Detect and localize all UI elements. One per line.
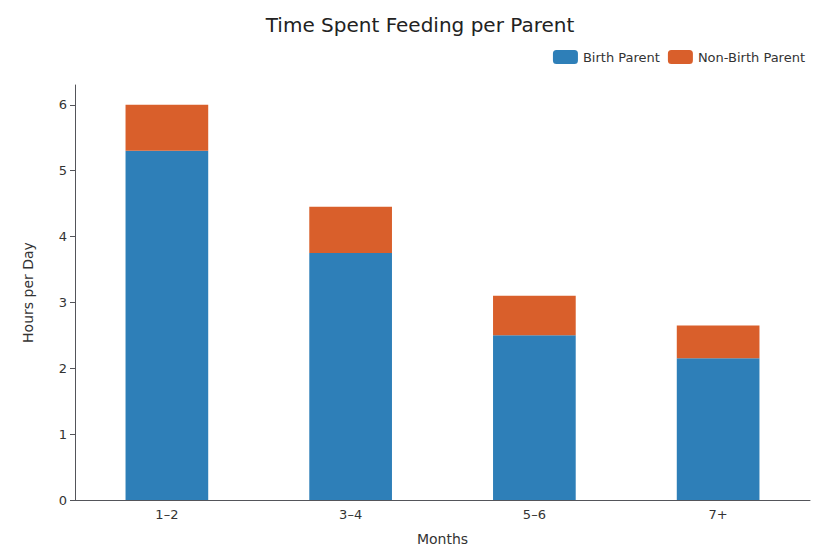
svg-text:6: 6	[59, 97, 67, 112]
svg-text:Non-Birth Parent: Non-Birth Parent	[698, 50, 805, 65]
svg-text:Birth Parent: Birth Parent	[583, 50, 660, 65]
svg-text:3: 3	[59, 295, 67, 310]
svg-text:0: 0	[59, 493, 67, 508]
svg-text:5: 5	[59, 163, 67, 178]
svg-text:1–2: 1–2	[155, 507, 178, 522]
svg-text:1: 1	[59, 427, 67, 442]
svg-text:7+: 7+	[709, 507, 728, 522]
svg-text:4: 4	[59, 229, 67, 244]
svg-text:3–4: 3–4	[339, 507, 362, 522]
svg-text:Time Spent Feeding per Parent: Time Spent Feeding per Parent	[265, 13, 575, 37]
svg-text:Months: Months	[417, 531, 468, 547]
svg-text:2: 2	[59, 361, 67, 376]
svg-text:5–6: 5–6	[523, 507, 546, 522]
svg-text:Hours per Day: Hours per Day	[20, 242, 36, 343]
